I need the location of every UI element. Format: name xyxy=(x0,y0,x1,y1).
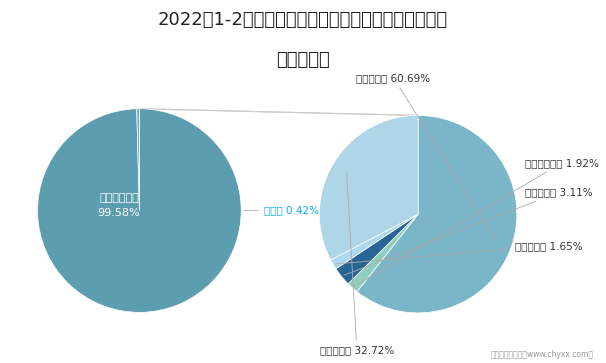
Wedge shape xyxy=(319,115,418,260)
Text: 海南省 0.42%: 海南省 0.42% xyxy=(244,205,319,216)
Text: 全国其他省份
99.58%: 全国其他省份 99.58% xyxy=(98,193,141,218)
Text: 制图：智研咨询（www.chyxx.com）: 制图：智研咨询（www.chyxx.com） xyxy=(491,350,594,359)
Text: 火力发电量 60.69%: 火力发电量 60.69% xyxy=(356,73,496,240)
Wedge shape xyxy=(38,109,241,312)
Wedge shape xyxy=(137,109,139,211)
Text: 风力发电量 1.65%: 风力发电量 1.65% xyxy=(336,241,582,264)
Wedge shape xyxy=(331,214,418,269)
Text: 类型占比图: 类型占比图 xyxy=(276,51,330,69)
Wedge shape xyxy=(348,214,418,291)
Wedge shape xyxy=(357,115,517,313)
Text: 核能发电量 32.72%: 核能发电量 32.72% xyxy=(320,173,394,355)
Text: 2022年1-2月海南省发电量占全国比重及该地区各发电: 2022年1-2月海南省发电量占全国比重及该地区各发电 xyxy=(158,11,448,29)
Text: 太阳能发电量 1.92%: 太阳能发电量 1.92% xyxy=(355,158,599,286)
Text: 水力发电量 3.11%: 水力发电量 3.11% xyxy=(344,187,593,275)
Wedge shape xyxy=(336,214,418,284)
